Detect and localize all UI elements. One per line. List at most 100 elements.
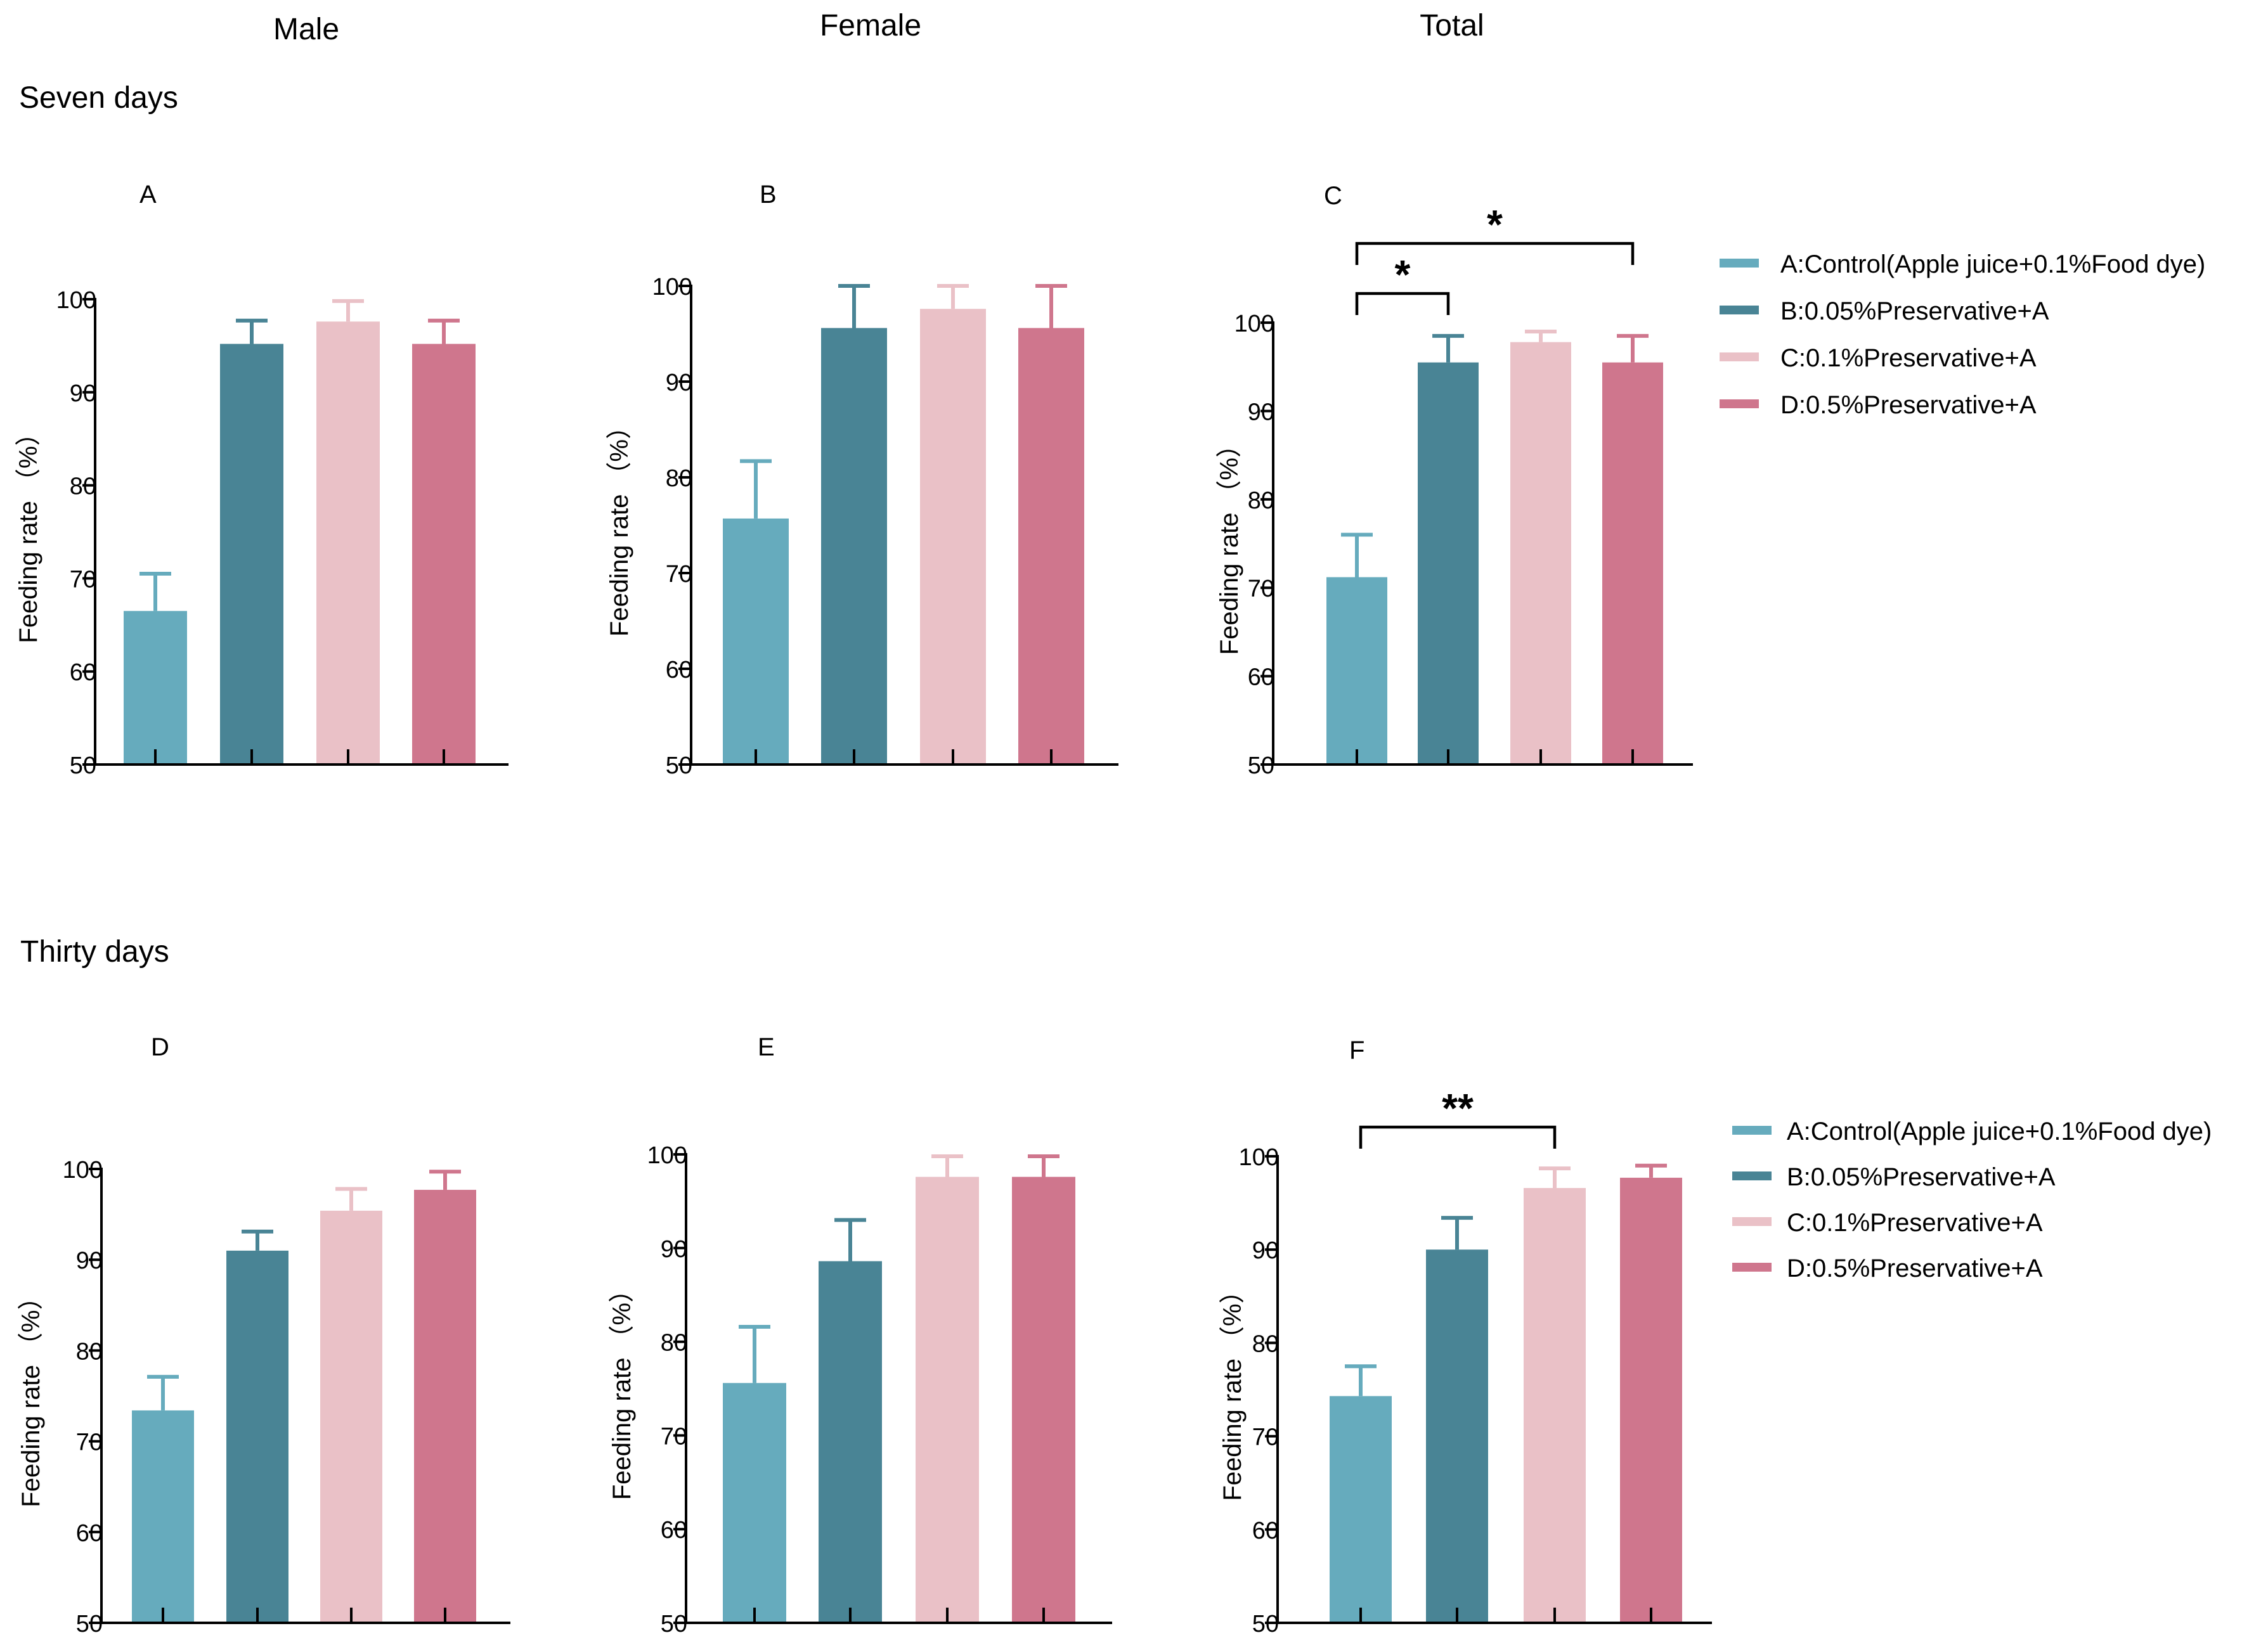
y-tick-label: 100 <box>1239 1144 1279 1171</box>
bar-b <box>1426 1249 1488 1623</box>
legend-label-c: C:0.1%Preservative+A <box>1780 344 2037 372</box>
legend-seven-days: A:Control(Apple juice+0.1%Food dye) B:0.… <box>1720 250 2205 419</box>
significance-label: * <box>1395 252 1411 297</box>
panel-label: B <box>760 181 777 209</box>
bar-a <box>723 1383 786 1623</box>
legend-swatch-d <box>1720 399 1759 408</box>
bar-b <box>226 1250 288 1623</box>
panel-b: B Feeding rate （%） 50 60 70 80 90 100 <box>606 181 1118 779</box>
bar-a <box>132 1410 194 1623</box>
legend-label-c: C:0.1%Preservative+A <box>1787 1209 2043 1237</box>
y-tick-label: 80 <box>1248 487 1274 514</box>
y-tick-label: 80 <box>666 465 692 492</box>
panels: A Feeding rate （%） 50 60 70 80 90 100 B Feeding r… <box>15 181 1712 1637</box>
bar-a <box>124 610 187 765</box>
bar-c <box>916 1177 979 1623</box>
bar-c <box>316 321 380 765</box>
y-axis-title: Feeding rate （%） <box>1219 1278 1247 1500</box>
y-tick-label: 90 <box>1248 399 1274 425</box>
bar-a <box>1330 1396 1392 1623</box>
legend-swatch-a <box>1732 1126 1772 1135</box>
y-axis-title: Feeding rate （%） <box>17 1284 45 1507</box>
y-tick-label: 100 <box>56 287 96 314</box>
bar-b <box>819 1261 882 1623</box>
y-tick-label: 90 <box>666 370 692 396</box>
y-axis-title: Feeding rate （%） <box>606 414 633 636</box>
panel-c: C Feeding rate （%） 50 60 70 80 90 100 * * <box>1215 182 1693 779</box>
bar-d <box>1620 1177 1682 1623</box>
bar-b <box>821 328 887 765</box>
legend-swatch-a <box>1720 259 1759 268</box>
y-tick-label: 70 <box>76 1429 103 1456</box>
bar-c <box>1524 1188 1586 1623</box>
bar-d <box>1012 1177 1075 1623</box>
y-tick-label: 80 <box>70 474 96 500</box>
y-axis-title: Feeding rate （%） <box>15 420 42 643</box>
y-tick-label: 90 <box>76 1248 103 1274</box>
legend-swatch-b <box>1720 306 1759 314</box>
y-tick-label: 50 <box>1248 752 1274 779</box>
bar-b <box>220 344 283 765</box>
panel-label: F <box>1349 1036 1364 1064</box>
y-tick-label: 90 <box>1252 1237 1279 1264</box>
panel-f: F Feeding rate （%） 50 60 70 80 90 100 ** <box>1219 1036 1712 1637</box>
significance-bracket <box>1359 1125 1557 1149</box>
bar-c <box>1510 342 1571 765</box>
y-tick-label: 70 <box>1248 576 1274 602</box>
y-tick-label: 70 <box>70 566 96 593</box>
y-tick-label: 80 <box>76 1338 103 1365</box>
column-title-male: Male <box>273 13 339 46</box>
y-tick-label: 70 <box>661 1423 687 1450</box>
legend-label-d: D:0.5%Preservative+A <box>1780 391 2037 419</box>
y-tick-label: 70 <box>1252 1424 1279 1451</box>
y-tick-label: 60 <box>70 659 96 686</box>
significance-bracket <box>1355 292 1450 315</box>
panel-label: E <box>758 1033 775 1061</box>
row-title-seven-days: Seven days <box>19 81 178 115</box>
bar-c <box>320 1210 382 1623</box>
y-tick-label: 100 <box>63 1157 103 1184</box>
y-tick-label: 100 <box>1234 311 1274 337</box>
y-tick-label: 50 <box>1252 1611 1279 1637</box>
panel-label: D <box>151 1033 169 1061</box>
y-tick-label: 80 <box>661 1330 687 1357</box>
panel-label: A <box>139 181 157 209</box>
bar-d <box>412 344 476 765</box>
y-tick-label: 90 <box>70 380 96 407</box>
significance-bracket <box>1355 242 1635 265</box>
bar-d <box>1602 362 1663 765</box>
panel-label: C <box>1324 182 1342 210</box>
y-tick-label: 50 <box>661 1611 687 1637</box>
column-title-total: Total <box>1420 9 1484 42</box>
legend-swatch-c <box>1720 352 1759 361</box>
y-tick-label: 60 <box>76 1520 103 1547</box>
y-tick-label: 50 <box>76 1611 103 1637</box>
y-tick-label: 60 <box>661 1517 687 1544</box>
legend-label-a: A:Control(Apple juice+0.1%Food dye) <box>1780 250 2205 278</box>
y-tick-label: 70 <box>666 561 692 588</box>
y-tick-label: 50 <box>666 752 692 779</box>
y-axis-title: Feeding rate （%） <box>1215 432 1243 655</box>
y-tick-label: 100 <box>652 274 692 300</box>
y-tick-label: 60 <box>1248 664 1274 691</box>
y-tick-label: 80 <box>1252 1331 1279 1357</box>
legend-label-d: D:0.5%Preservative+A <box>1787 1255 2043 1282</box>
y-tick-label: 60 <box>1252 1518 1279 1544</box>
y-tick-label: 60 <box>666 657 692 683</box>
bar-c <box>920 309 986 765</box>
column-title-female: Female <box>820 9 921 42</box>
bar-d <box>414 1189 476 1623</box>
bar-d <box>1018 328 1084 765</box>
significance-label: * <box>1487 202 1503 247</box>
legend-swatch-d <box>1732 1263 1772 1272</box>
legend-swatch-b <box>1732 1171 1772 1180</box>
bar-a <box>1326 577 1387 765</box>
legend-label-b: B:0.05%Preservative+A <box>1780 297 2049 325</box>
legend-label-b: B:0.05%Preservative+A <box>1787 1163 2056 1191</box>
panel-a: A Feeding rate （%） 50 60 70 80 90 100 <box>15 181 509 779</box>
legend-swatch-c <box>1732 1217 1772 1226</box>
bar-a <box>723 518 789 765</box>
y-axis-title: Feeding rate （%） <box>608 1277 636 1500</box>
row-title-thirty-days: Thirty days <box>20 935 169 969</box>
